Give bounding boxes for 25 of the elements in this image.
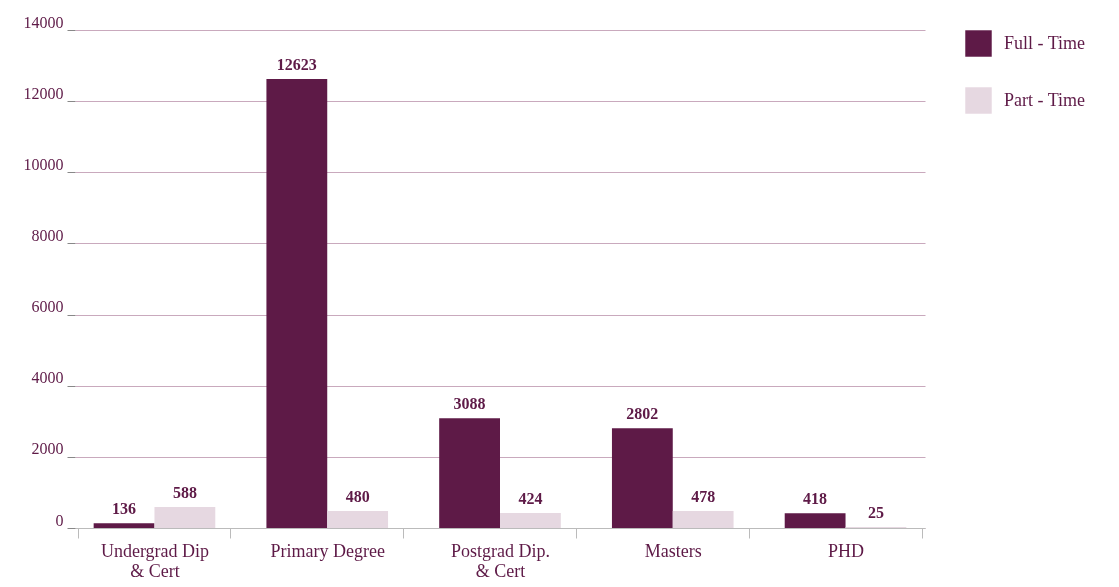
data-label: 136 — [112, 500, 137, 518]
data-label: 25 — [867, 504, 884, 522]
data-label: 480 — [345, 487, 370, 505]
y-tick-label: 8000 — [31, 226, 64, 244]
y-tick-label: 4000 — [31, 369, 64, 387]
data-label: 418 — [803, 490, 828, 508]
y-tick-label: 2000 — [31, 440, 64, 458]
legend-label: Part - Time — [1004, 89, 1086, 110]
data-label: 3088 — [453, 395, 486, 413]
x-tick-label: Undergrad Dip & Cert — [100, 540, 210, 581]
y-tick-label: 6000 — [31, 298, 64, 316]
x-tick-label: Primary Degree — [270, 540, 385, 561]
data-label: 588 — [172, 484, 197, 502]
data-label: 12623 — [276, 55, 317, 73]
x-tick-label: Postgrad Dip. & Cert — [451, 540, 550, 581]
y-tick-label: 10000 — [23, 155, 64, 173]
data-label: 424 — [518, 489, 543, 507]
y-tick-label: 14000 — [23, 13, 64, 31]
y-tick-label: 12000 — [23, 84, 64, 102]
data-label: 478 — [691, 488, 716, 505]
data-label: 2802 — [626, 405, 659, 423]
legend-label: Full - Time — [1004, 32, 1086, 53]
y-tick-label: 0 — [55, 511, 64, 529]
x-tick-label: Masters — [644, 540, 702, 561]
x-tick-label: PHD — [828, 540, 865, 561]
